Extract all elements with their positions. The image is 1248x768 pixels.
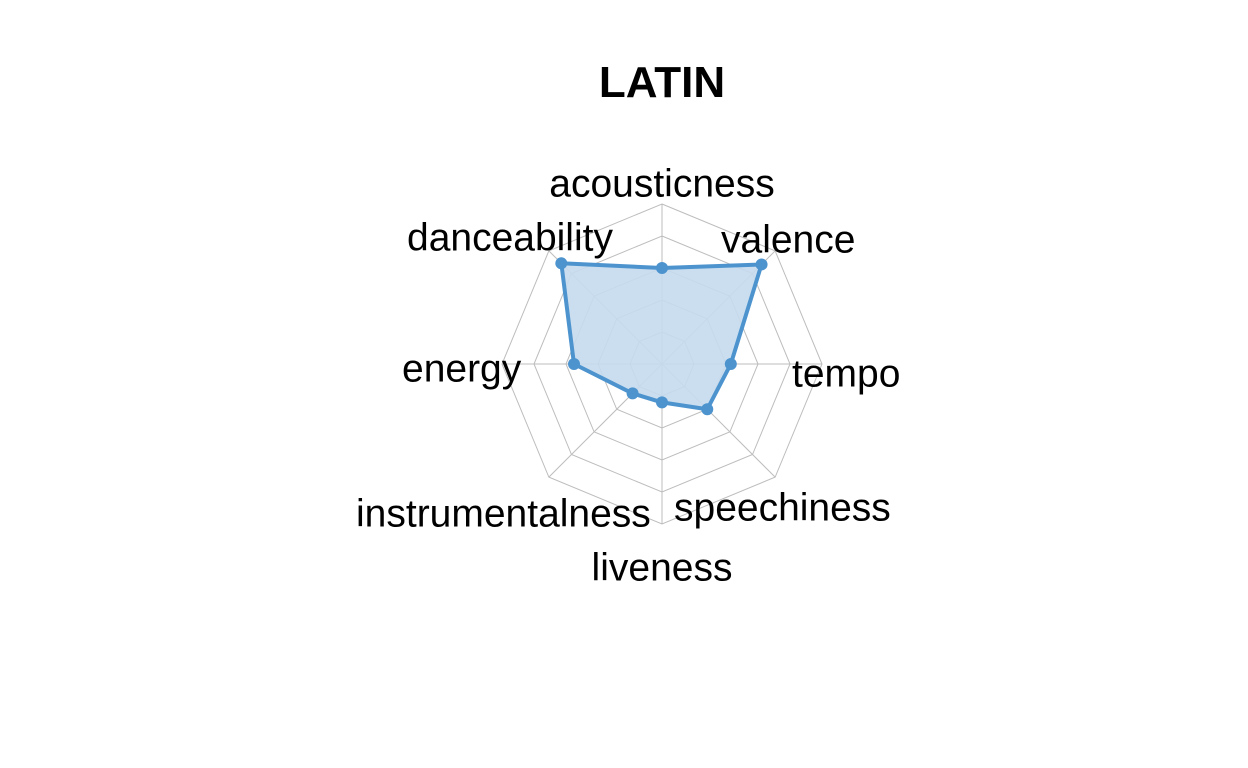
data-point-instrumentalness	[626, 387, 639, 400]
series-area-0	[559, 261, 764, 412]
data-point-acousticness	[656, 262, 668, 274]
data-point-speechiness	[701, 403, 714, 416]
data-point-liveness	[656, 396, 668, 409]
axis-label-acousticness: acousticness	[549, 162, 774, 205]
data-point-energy	[568, 358, 580, 370]
chart-title: LATIN	[599, 58, 725, 107]
axis-labels: acousticness valence tempo speechiness liven…	[356, 162, 900, 589]
axis-label-valence: valence	[721, 218, 855, 261]
data-point-valence	[755, 258, 768, 271]
axis-label-danceability: danceability	[407, 216, 613, 259]
axis-label-speechiness: speechiness	[674, 486, 891, 529]
axis-label-tempo: tempo	[792, 352, 900, 395]
axis-label-instrumentalness: instrumentalness	[356, 492, 651, 535]
data-point-danceability	[555, 257, 568, 270]
axis-label-energy: energy	[402, 347, 522, 390]
axis-label-liveness: liveness	[592, 546, 733, 589]
data-point-tempo	[724, 358, 737, 370]
radar-series	[555, 257, 768, 416]
